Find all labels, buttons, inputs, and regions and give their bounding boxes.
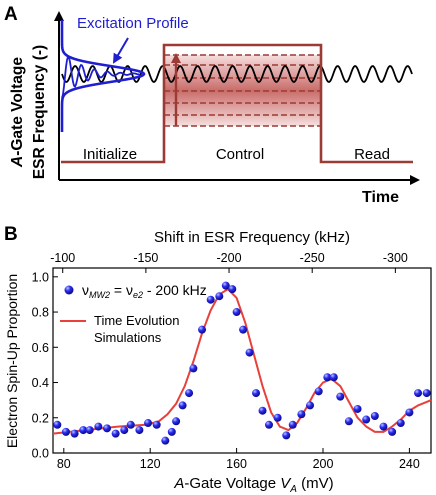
y-tick-label: 0.6 bbox=[32, 341, 49, 355]
data-point bbox=[61, 427, 70, 436]
y-tick-label: 0.2 bbox=[32, 411, 49, 425]
excitation-arrow bbox=[112, 37, 129, 64]
panel-a-ylabel-line2: ESR Frequency (-) bbox=[31, 45, 48, 179]
data-points bbox=[53, 281, 431, 445]
data-point bbox=[336, 392, 345, 401]
data-point bbox=[70, 429, 79, 438]
data-point bbox=[282, 431, 291, 440]
data-point bbox=[252, 389, 261, 398]
panel-b-label: B bbox=[4, 224, 18, 245]
panel-b: B Shift in ESR Frequency (kHz) Electron … bbox=[4, 224, 432, 495]
data-point bbox=[414, 389, 423, 398]
data-point bbox=[135, 426, 144, 435]
data-point bbox=[103, 424, 111, 433]
data-point bbox=[362, 415, 371, 424]
data-point bbox=[370, 412, 379, 420]
data-point bbox=[167, 427, 176, 436]
data-point bbox=[323, 373, 332, 382]
data-point bbox=[258, 406, 267, 415]
data-point bbox=[379, 422, 388, 431]
data-point bbox=[79, 426, 88, 435]
data-point bbox=[396, 419, 405, 428]
y-tick-label: 0.4 bbox=[32, 376, 49, 390]
data-point bbox=[422, 389, 431, 398]
data-point bbox=[152, 420, 161, 429]
damped-oscillation bbox=[61, 55, 141, 99]
phase-label-initialize: Initialize bbox=[83, 146, 137, 163]
data-point bbox=[329, 373, 338, 382]
panel-b-ylabel: Electron Spin-Up Proportion bbox=[4, 274, 20, 448]
excitation-profile bbox=[60, 20, 146, 132]
x-tick-label: 120 bbox=[140, 457, 161, 471]
data-point bbox=[265, 420, 273, 429]
data-point bbox=[215, 292, 224, 301]
data-point bbox=[120, 426, 129, 435]
data-point bbox=[288, 420, 297, 429]
legend-label-line-1: Time Evolution bbox=[94, 313, 180, 328]
top-tick-label: -100 bbox=[50, 251, 75, 265]
data-point bbox=[198, 325, 207, 334]
data-point bbox=[239, 325, 248, 334]
data-point bbox=[53, 420, 62, 429]
data-point bbox=[185, 389, 194, 398]
data-point bbox=[388, 427, 397, 436]
legend-marker-points bbox=[64, 285, 74, 295]
top-tick-label: -150 bbox=[133, 251, 158, 265]
plot-frame bbox=[52, 267, 432, 454]
data-point bbox=[111, 429, 120, 438]
data-point bbox=[314, 387, 323, 396]
phase-label-control: Control bbox=[216, 146, 264, 163]
top-tick-label: -250 bbox=[300, 251, 325, 265]
top-tick-label: -200 bbox=[217, 251, 242, 265]
panel-b-xlabel: A-Gate Voltage VA (mV) bbox=[173, 475, 333, 495]
panel-b-legend: νMW2 = νe2 - 200 kHz Time Evolution Simu… bbox=[60, 282, 207, 345]
x-tick-label: 200 bbox=[313, 457, 334, 471]
data-point bbox=[178, 401, 187, 410]
phase-label-read: Read bbox=[354, 146, 390, 163]
data-point bbox=[353, 404, 362, 413]
y-tick-label: 0.8 bbox=[32, 306, 49, 320]
data-point bbox=[245, 348, 254, 357]
control-band-levels bbox=[164, 54, 321, 127]
panel-a-label: A bbox=[4, 4, 18, 25]
data-point bbox=[297, 410, 306, 419]
data-point bbox=[144, 419, 153, 428]
data-point bbox=[232, 308, 241, 317]
simulation-curve bbox=[52, 287, 432, 435]
y-tick-label: 1.0 bbox=[32, 270, 49, 284]
data-point bbox=[189, 364, 198, 373]
data-point bbox=[172, 417, 181, 426]
panel-b-top-xlabel: Shift in ESR Frequency (kHz) bbox=[154, 229, 350, 246]
excitation-profile-label: Excitation Profile bbox=[77, 15, 189, 32]
data-point bbox=[273, 413, 282, 422]
x-tick-label: 240 bbox=[399, 457, 420, 471]
panel-b-axes bbox=[52, 267, 432, 454]
y-tick-label: 0.0 bbox=[32, 447, 49, 461]
gate-pulse bbox=[61, 43, 413, 164]
data-point bbox=[221, 281, 230, 290]
x-tick-label: 80 bbox=[57, 457, 71, 471]
panel-a: A A-Gate Voltage ESR Frequency (-) Time bbox=[4, 4, 420, 206]
data-point bbox=[85, 426, 94, 435]
panel-b-ticks: 80 120 160 200 240 0.0 0.2 0.4 0.6 0.8 1.0-100 -150… bbox=[32, 251, 420, 471]
data-point bbox=[161, 436, 170, 445]
data-point bbox=[94, 422, 103, 431]
panel-a-xlabel: Time bbox=[362, 189, 399, 206]
panel-a-ylabel-line1: A-Gate Voltage bbox=[9, 57, 26, 168]
data-point bbox=[206, 295, 215, 304]
legend-label-line-2: Simulations bbox=[94, 330, 162, 345]
top-tick-label: -300 bbox=[383, 251, 408, 265]
data-point bbox=[405, 408, 414, 417]
x-tick-label: 160 bbox=[226, 457, 247, 471]
legend-label-points: νMW2 = νe2 - 200 kHz bbox=[82, 282, 207, 300]
data-point bbox=[228, 285, 237, 294]
data-point bbox=[306, 401, 315, 410]
data-point bbox=[126, 420, 135, 429]
data-point bbox=[344, 417, 353, 426]
